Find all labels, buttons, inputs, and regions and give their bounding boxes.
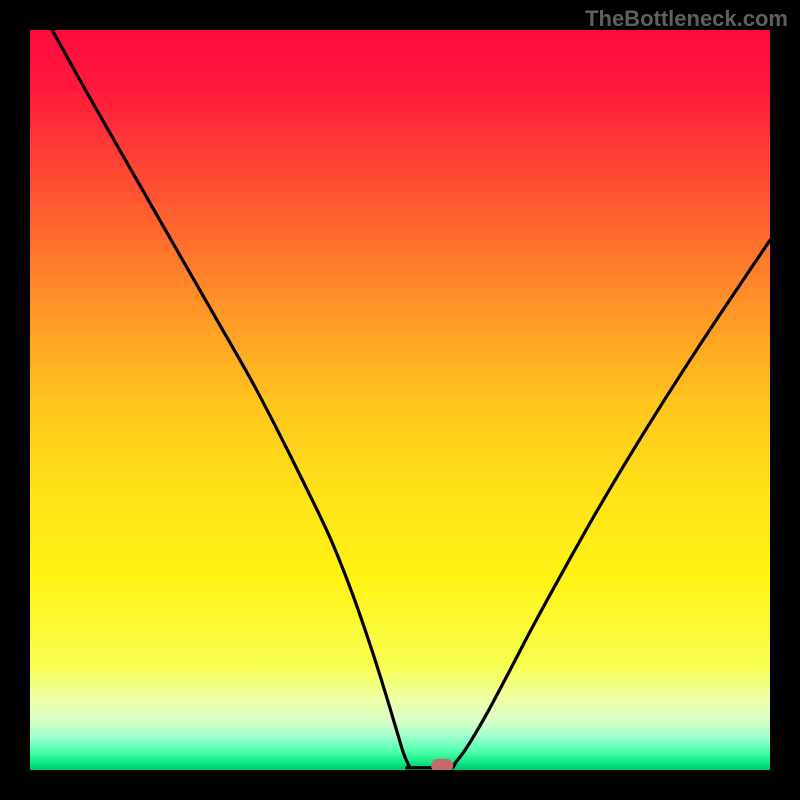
plot-background bbox=[30, 30, 770, 770]
attribution-text: TheBottleneck.com bbox=[585, 6, 788, 32]
chart-stage: TheBottleneck.com bbox=[0, 0, 800, 800]
bottleneck-chart bbox=[0, 0, 800, 800]
